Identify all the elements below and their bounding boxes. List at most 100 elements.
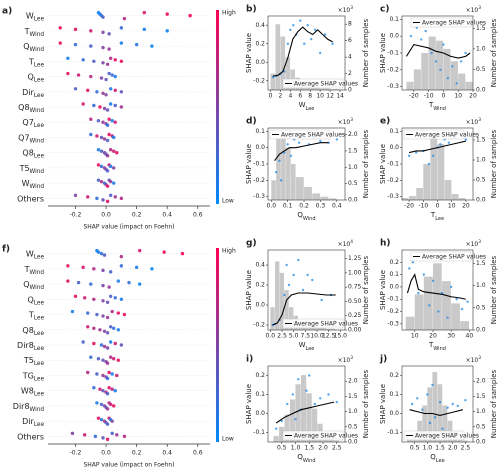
shap-point [92, 103, 96, 108]
shap-point [86, 325, 90, 329]
shap-point [188, 13, 192, 18]
y-tick-label: 0.1 [389, 391, 399, 398]
x-tick-label: 0.1 [283, 203, 293, 210]
histogram-bar [442, 281, 451, 330]
histogram-bar [285, 57, 291, 90]
shap-point [162, 250, 166, 254]
shap-point [113, 388, 117, 393]
feature-label: T5Wind [19, 163, 45, 174]
shap-point [99, 179, 104, 184]
y2-tick-label: 0.5 [348, 423, 358, 430]
x-tick-label: 10 [316, 93, 324, 100]
y2-tick-label: 6 [348, 37, 352, 44]
shap-point [105, 391, 110, 396]
scatter-point [410, 402, 414, 406]
x-tick-label: 2.5 [461, 445, 471, 452]
y-tick-label: 0.2 [389, 372, 399, 379]
feature-label-base: Others [17, 432, 44, 441]
legend-box [410, 251, 472, 262]
shap-point [82, 296, 87, 300]
y2-tick-label: 1.5 [476, 260, 486, 267]
shap-point [107, 71, 111, 76]
x-tick-label: 4 [288, 93, 292, 100]
feature-label-base: Q8 [18, 103, 29, 112]
scatter-point [415, 151, 418, 154]
feature-label: W8Lee [21, 386, 45, 397]
feature-label-base: W [26, 249, 34, 258]
histogram-bar [310, 86, 320, 90]
y2-axis-title: Number of samples [490, 369, 498, 438]
legend-box [269, 129, 331, 140]
histogram-bar [328, 198, 337, 200]
y-tick-label: -0.1 [253, 429, 265, 436]
shap-point [92, 341, 96, 346]
histogram-bar [289, 307, 294, 330]
scatter-point [449, 285, 453, 289]
scatter-point [287, 283, 291, 287]
scatter-point [426, 393, 429, 396]
axis-multiplier: ×103 [466, 239, 482, 248]
x-axis-title-base: W [299, 101, 306, 109]
axis-multiplier: ×103 [338, 117, 354, 126]
histogram-bar [406, 81, 414, 90]
feature-label: Others [17, 194, 44, 203]
axis-multiplier: ×103 [466, 5, 482, 14]
shap-point [89, 117, 93, 121]
scatter-point [439, 68, 442, 72]
x-tick-label: 30 [447, 333, 455, 340]
shap-point [105, 407, 110, 411]
shap-point [110, 431, 114, 436]
y2-axis-title: Number of samples [490, 129, 498, 198]
y2-tick-label: 1.5 [476, 25, 486, 32]
feature-label-base: Dir [22, 87, 34, 96]
histogram-bar [460, 321, 470, 330]
y-tick-label: 0.4 [255, 22, 265, 29]
shap-point [142, 27, 146, 32]
x-axis-title-base: T [428, 341, 434, 349]
y-tick-label: -0.2 [253, 322, 265, 329]
shap-point [108, 340, 113, 344]
x-axis-title: TWind [428, 341, 446, 352]
shap-point [105, 376, 110, 381]
histogram-bar [430, 136, 438, 200]
y-tick-label: 0.1 [255, 128, 265, 135]
shap-point [96, 357, 101, 361]
x-tick-label: 2 [279, 93, 283, 100]
histogram-bar [432, 372, 438, 442]
scatter-point [310, 37, 313, 41]
feature-label-sub: Lee [34, 254, 45, 260]
feature-label-base: Others [17, 194, 44, 203]
legend-label: Average SHAP values [294, 432, 358, 439]
axis-multiplier-sup: 4 [350, 239, 353, 245]
y2-tick-label: 1.0 [476, 282, 486, 289]
histogram-bar [290, 164, 296, 200]
feature-label-base: W [22, 179, 30, 188]
shap-point [105, 315, 110, 320]
y-tick-label: -0.2 [387, 177, 399, 184]
shap-point [81, 340, 85, 344]
shap-point [73, 42, 78, 47]
y-tick-label: 0.0 [389, 410, 399, 417]
y2-tick-label: 2.0 [476, 378, 486, 385]
x-axis-title-base: W [299, 341, 306, 349]
feature-label: Dir8Wind [13, 401, 45, 412]
shap-point [122, 16, 127, 21]
shap-point [92, 385, 96, 390]
feature-label-base: W [26, 11, 34, 20]
y2-tick-label: 2 [348, 70, 352, 77]
scatter-point [297, 141, 301, 144]
feature-label: WLee [26, 249, 45, 260]
shap-point [101, 314, 105, 318]
y-tick-label: -0.2 [253, 77, 265, 84]
x-tick-label: 0.3 [316, 203, 326, 210]
scatter-point [301, 288, 305, 292]
legend-box [282, 430, 344, 441]
x-tick-label: 20 [462, 203, 470, 210]
x-tick-label: 12.5 [322, 333, 336, 340]
histogram-bar [437, 144, 445, 200]
y-tick-label: -0.1 [387, 296, 399, 303]
scatter-point [431, 383, 434, 387]
x-tick-label: 8 [308, 93, 312, 100]
scatter-point [464, 51, 467, 55]
histogram-bar [270, 73, 276, 90]
